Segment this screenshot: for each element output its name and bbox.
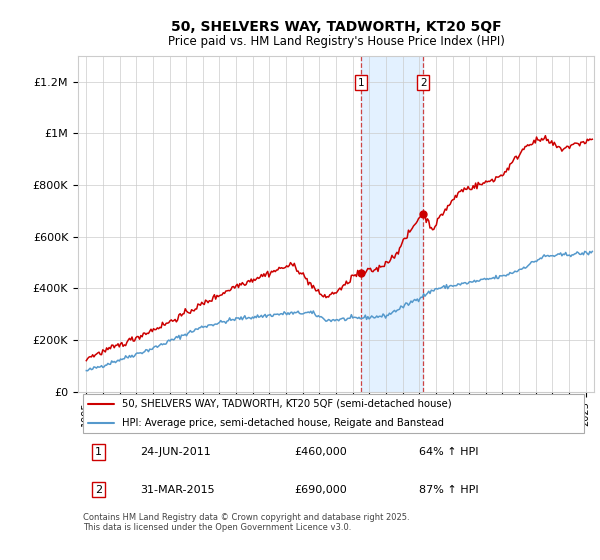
Text: 24-JUN-2011: 24-JUN-2011: [140, 447, 211, 457]
Text: 87% ↑ HPI: 87% ↑ HPI: [419, 484, 478, 494]
Text: £690,000: £690,000: [295, 484, 347, 494]
Text: Price paid vs. HM Land Registry's House Price Index (HPI): Price paid vs. HM Land Registry's House …: [167, 35, 505, 48]
Text: 2: 2: [95, 484, 102, 494]
Bar: [361, 56, 424, 392]
Text: Contains HM Land Registry data © Crown copyright and database right 2025.
This d: Contains HM Land Registry data © Crown c…: [83, 513, 410, 532]
Text: 1: 1: [95, 447, 102, 457]
Text: 1: 1: [358, 78, 364, 88]
Text: 64% ↑ HPI: 64% ↑ HPI: [419, 447, 478, 457]
Text: 31-MAR-2015: 31-MAR-2015: [140, 484, 215, 494]
Text: 50, SHELVERS WAY, TADWORTH, KT20 5QF: 50, SHELVERS WAY, TADWORTH, KT20 5QF: [170, 20, 502, 34]
Text: HPI: Average price, semi-detached house, Reigate and Banstead: HPI: Average price, semi-detached house,…: [122, 418, 444, 428]
Text: 50, SHELVERS WAY, TADWORTH, KT20 5QF (semi-detached house): 50, SHELVERS WAY, TADWORTH, KT20 5QF (se…: [122, 399, 451, 409]
Text: 2: 2: [420, 78, 427, 88]
Text: £460,000: £460,000: [295, 447, 347, 457]
